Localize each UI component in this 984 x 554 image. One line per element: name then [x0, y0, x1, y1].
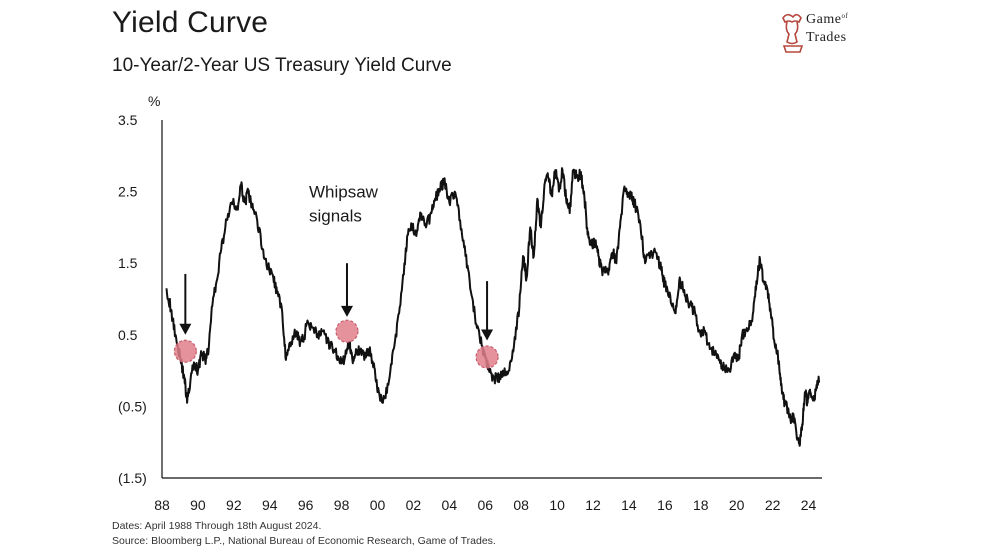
- x-tick-label: 22: [765, 497, 781, 513]
- y-tick-label: (1.5): [118, 470, 147, 486]
- annotation-line-1: Whipsaw: [309, 183, 379, 202]
- x-tick-label: 92: [226, 497, 242, 513]
- x-tick-label: 96: [298, 497, 314, 513]
- x-tick-label: 00: [370, 497, 386, 513]
- signal-arrows: [179, 263, 494, 341]
- page-title: Yield Curve: [112, 6, 269, 39]
- x-tick-label: 14: [621, 497, 637, 513]
- y-tick-label: (0.5): [118, 398, 147, 414]
- x-tick-label: 16: [657, 497, 673, 513]
- chart-subtitle: 10-Year/2-Year US Treasury Yield Curve: [112, 55, 452, 76]
- y-tick-label: 2.5: [118, 184, 138, 200]
- x-tick-label: 24: [801, 497, 817, 513]
- bull-knight-logo-icon: [782, 13, 804, 53]
- x-tick-label: 88: [154, 497, 170, 513]
- signal-markers: [173, 319, 499, 369]
- x-tick-label: 08: [513, 497, 529, 513]
- signal-arrow-head: [179, 323, 192, 335]
- y-tick-labels: 3.5 2.5 1.5 0.5 (0.5) (1.5): [118, 112, 147, 486]
- logo-text-line1: Gameof: [806, 12, 849, 27]
- x-tick-label: 04: [442, 497, 458, 513]
- signal-marker: [335, 319, 359, 343]
- y-tick-label: 0.5: [118, 327, 138, 343]
- x-tick-label: 06: [477, 497, 493, 513]
- x-tick-label: 20: [729, 497, 745, 513]
- x-tick-label: 94: [262, 497, 278, 513]
- signal-marker: [173, 339, 197, 363]
- signal-arrow-head: [481, 329, 494, 341]
- x-tick-label: 02: [406, 497, 422, 513]
- signal-marker: [475, 345, 499, 369]
- y-axis-unit-label: %: [148, 93, 160, 109]
- x-tick-label: 10: [549, 497, 565, 513]
- x-tick-label: 90: [190, 497, 206, 513]
- y-tick-label: 3.5: [118, 112, 138, 128]
- chart-axes: %: [148, 93, 822, 479]
- annotation-line-2: signals: [309, 207, 362, 226]
- footer-dates: Dates: April 1988 Through 18th August 20…: [112, 520, 322, 532]
- y-tick-label: 1.5: [118, 255, 138, 271]
- yield-curve-series-line: [165, 167, 821, 447]
- x-tick-label: 12: [585, 497, 601, 513]
- x-tick-labels: 88 90 92 94 96 98 00 02 04 06 08 10 12 14 16 18 20 22 24: [154, 497, 816, 513]
- x-tick-label: 18: [693, 497, 709, 513]
- signal-arrow-head: [340, 305, 353, 317]
- footer-source: Source: Bloomberg L.P., National Bureau …: [112, 535, 496, 547]
- logo-text-line2: Trades: [806, 30, 847, 45]
- series-lines: [165, 167, 821, 447]
- x-tick-label: 98: [334, 497, 350, 513]
